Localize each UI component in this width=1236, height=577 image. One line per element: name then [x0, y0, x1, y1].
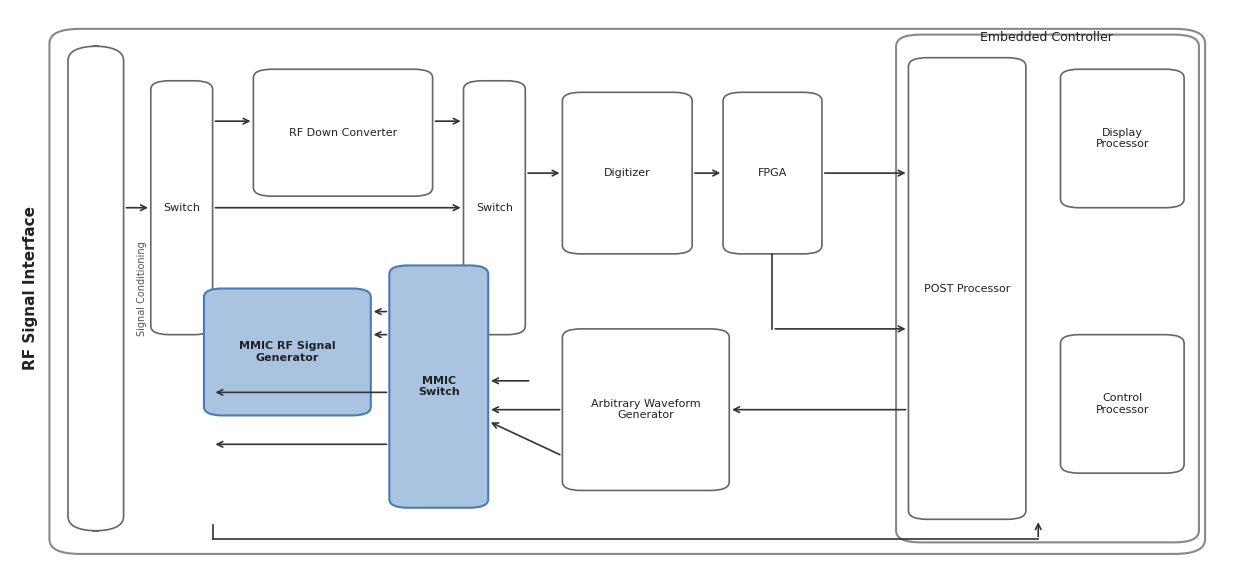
- Text: Arbitrary Waveform
Generator: Arbitrary Waveform Generator: [591, 399, 701, 421]
- FancyBboxPatch shape: [1060, 69, 1184, 208]
- Text: MMIC
Switch: MMIC Switch: [418, 376, 460, 398]
- Text: Switch: Switch: [476, 203, 513, 213]
- Text: RF Down Converter: RF Down Converter: [289, 128, 397, 138]
- Text: Control
Processor: Control Processor: [1095, 393, 1149, 415]
- FancyBboxPatch shape: [1060, 335, 1184, 473]
- FancyBboxPatch shape: [896, 35, 1199, 542]
- Text: Digitizer: Digitizer: [604, 168, 650, 178]
- FancyBboxPatch shape: [723, 92, 822, 254]
- FancyBboxPatch shape: [151, 81, 213, 335]
- FancyBboxPatch shape: [49, 29, 1205, 554]
- FancyBboxPatch shape: [562, 92, 692, 254]
- Text: POST Processor: POST Processor: [925, 283, 1010, 294]
- FancyBboxPatch shape: [908, 58, 1026, 519]
- Text: Signal Conditioning: Signal Conditioning: [137, 241, 147, 336]
- FancyBboxPatch shape: [253, 69, 433, 196]
- Text: Embedded Controller: Embedded Controller: [980, 31, 1114, 44]
- FancyBboxPatch shape: [464, 81, 525, 335]
- FancyBboxPatch shape: [68, 46, 124, 531]
- Text: MMIC RF Signal
Generator: MMIC RF Signal Generator: [239, 341, 336, 363]
- FancyBboxPatch shape: [204, 288, 371, 415]
- FancyBboxPatch shape: [562, 329, 729, 490]
- Text: Switch: Switch: [163, 203, 200, 213]
- Text: Display
Processor: Display Processor: [1095, 128, 1149, 149]
- Text: RF Signal Interface: RF Signal Interface: [23, 207, 38, 370]
- FancyBboxPatch shape: [389, 265, 488, 508]
- Text: FPGA: FPGA: [758, 168, 787, 178]
